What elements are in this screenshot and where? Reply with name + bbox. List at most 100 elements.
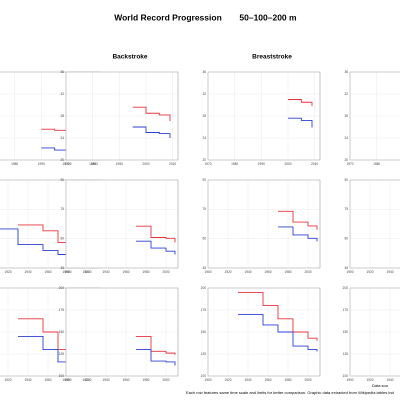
record-line: [288, 99, 313, 107]
panel: 20 24 28 32 36 1970 1980 1990 2000 2010: [202, 70, 321, 166]
y-tick-label: 90: [344, 178, 348, 182]
x-tick-label: 1970: [62, 162, 69, 166]
y-tick-label: 32: [344, 92, 348, 96]
column-header: Backstroke: [112, 54, 147, 61]
x-tick-label: 1980: [231, 162, 238, 166]
y-tick-label: 36: [344, 70, 348, 74]
x-tick-label: 1960: [264, 270, 271, 274]
y-tick-label: 60: [60, 237, 64, 241]
y-tick-label: 24: [344, 136, 348, 140]
x-tick-label: 1980: [89, 162, 96, 166]
x-tick-label: 1980: [284, 378, 291, 382]
y-tick-label: 100: [201, 374, 207, 378]
subtitle: 50–100–200 m: [239, 12, 297, 22]
x-tick-label: 1900: [62, 270, 69, 274]
y-tick-label: 32: [202, 92, 206, 96]
x-tick-label: 1940: [102, 378, 109, 382]
x-tick-label: 2000: [284, 162, 291, 166]
x-tick-label: 1970: [346, 162, 353, 166]
x-tick-label: 2000: [304, 270, 311, 274]
x-tick-label: 1990: [258, 162, 265, 166]
x-tick-label: 1920: [224, 378, 231, 382]
x-tick-label: 1920: [82, 270, 89, 274]
y-tick-label: 20: [344, 158, 348, 162]
x-tick-label: 1920: [4, 270, 11, 274]
footer: Each row features same time scale and li…: [186, 390, 394, 395]
x-tick-label: 1960: [44, 270, 51, 274]
x-tick-label: 1980: [284, 270, 291, 274]
y-tick-label: 200: [201, 286, 207, 290]
x-tick-label: 1980: [142, 378, 149, 382]
x-tick-label: 1960: [44, 378, 51, 382]
x-tick-label: 2000: [142, 162, 149, 166]
x-tick-label: 2000: [84, 378, 91, 382]
x-tick-label: 1900: [346, 270, 353, 274]
y-tick-label: 125: [201, 352, 207, 356]
footer: Data sou: [372, 383, 388, 388]
x-tick-label: 1920: [366, 378, 373, 382]
y-tick-label: 28: [202, 114, 206, 118]
y-tick-label: 60: [344, 237, 348, 241]
y-tick-label: 75: [60, 207, 64, 211]
y-tick-label: 200: [59, 286, 65, 290]
y-tick-label: 24: [60, 136, 64, 140]
y-tick-label: 100: [343, 374, 349, 378]
y-tick-label: 36: [60, 70, 64, 74]
x-tick-label: 2000: [162, 378, 169, 382]
y-tick-label: 150: [343, 330, 349, 334]
y-tick-label: 100: [59, 374, 65, 378]
x-tick-label: 1900: [204, 378, 211, 382]
record-line: [136, 335, 176, 355]
y-tick-label: 175: [201, 308, 207, 312]
x-tick-label: 1980: [373, 162, 380, 166]
x-tick-label: 2000: [64, 162, 71, 166]
x-tick-label: 1970: [204, 162, 211, 166]
x-tick-label: 2000: [162, 270, 169, 274]
x-tick-label: 2010: [311, 162, 318, 166]
y-tick-label: 45: [60, 266, 64, 270]
y-tick-label: 150: [59, 330, 65, 334]
x-tick-label: 1900: [346, 378, 353, 382]
x-tick-label: 1960: [264, 378, 271, 382]
y-tick-label: 45: [202, 266, 206, 270]
y-tick-label: 28: [344, 114, 348, 118]
x-tick-label: 1990: [38, 162, 45, 166]
x-tick-label: 1920: [4, 378, 11, 382]
record-line: [278, 210, 318, 230]
x-tick-label: 1990: [116, 162, 123, 166]
plot-area: [207, 179, 321, 269]
x-tick-label: 2010: [91, 162, 98, 166]
y-tick-label: 36: [202, 70, 206, 74]
y-tick-label: 75: [202, 207, 206, 211]
record-line: [136, 240, 176, 255]
title: World Record Progression: [114, 12, 222, 22]
x-tick-label: 1920: [366, 270, 373, 274]
y-tick-label: 75: [344, 207, 348, 211]
x-tick-label: 1940: [386, 270, 393, 274]
x-tick-label: 1940: [24, 270, 31, 274]
y-tick-label: 175: [59, 308, 65, 312]
x-tick-label: 1980: [11, 162, 18, 166]
x-tick-label: 1940: [244, 378, 251, 382]
record-line: [136, 349, 176, 366]
x-tick-label: 1940: [386, 378, 393, 382]
record-line: [136, 225, 176, 243]
x-tick-label: 1940: [244, 270, 251, 274]
x-tick-label: 1980: [64, 270, 71, 274]
x-tick-label: 1920: [224, 270, 231, 274]
y-tick-label: 45: [344, 266, 348, 270]
y-tick-label: 20: [202, 158, 206, 162]
y-tick-label: 175: [343, 308, 349, 312]
y-tick-label: 125: [343, 352, 349, 356]
panel: 20 24 28 32 36 1970 1980 1990 2000 2010: [60, 70, 179, 166]
y-tick-label: 20: [60, 158, 64, 162]
x-tick-label: 1940: [24, 378, 31, 382]
record-line: [288, 117, 313, 128]
record-line: [238, 313, 318, 352]
record-line: [238, 291, 318, 341]
y-tick-label: 28: [60, 114, 64, 118]
